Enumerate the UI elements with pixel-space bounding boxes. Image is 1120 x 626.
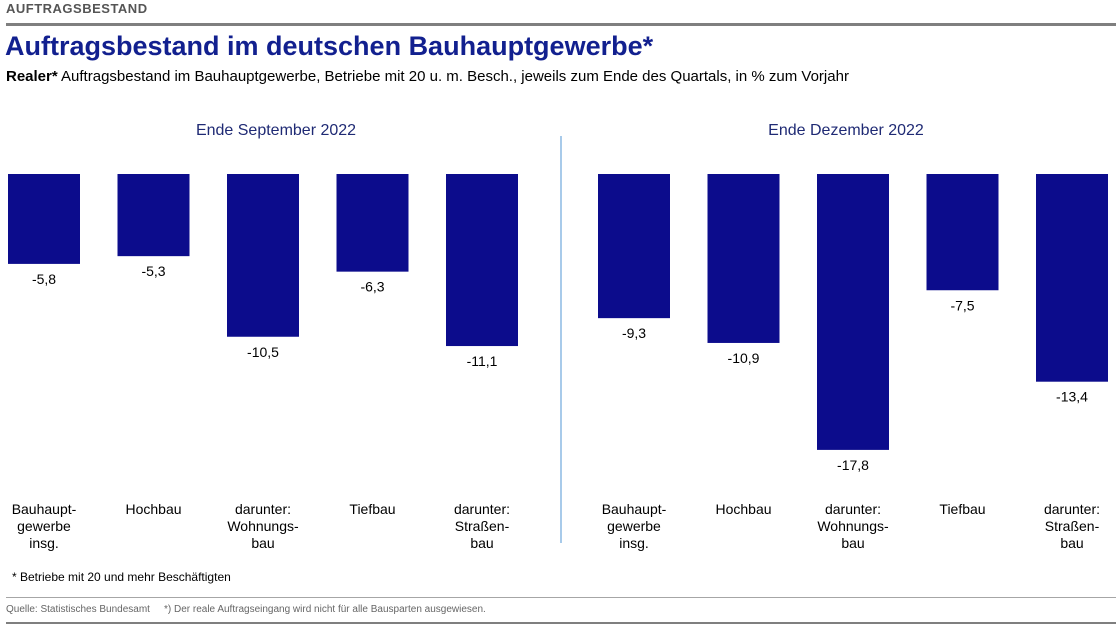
bar xyxy=(227,174,299,337)
data-label: -10,5 xyxy=(247,344,279,360)
bar xyxy=(817,174,889,450)
data-label: -6,3 xyxy=(360,279,384,295)
data-label: -5,8 xyxy=(32,271,56,287)
data-label: -17,8 xyxy=(837,457,869,473)
source-line: Quelle: Statistisches Bundesamt *) Der re… xyxy=(6,604,500,615)
data-label: -7,5 xyxy=(950,297,974,313)
category-label: darunter: Wohnungs-bau xyxy=(227,501,299,551)
panel-title-december: Ende Dezember 2022 xyxy=(768,122,924,139)
footnote: * Betriebe mit 20 und mehr Beschäftigten xyxy=(12,570,231,584)
subtitle-text: Auftragsbestand im Bauhauptgewerbe, Betr… xyxy=(57,68,849,85)
top-rule xyxy=(6,23,1116,26)
bar xyxy=(1036,174,1108,382)
data-label: -5,3 xyxy=(141,263,165,279)
bar xyxy=(598,174,670,319)
bar xyxy=(707,174,780,343)
source-note: *) Der reale Auftragseingang wird nicht … xyxy=(163,604,486,615)
data-label: -9,3 xyxy=(622,325,646,341)
category-label: Tiefbau xyxy=(939,501,985,517)
bottom-rule xyxy=(6,597,1116,598)
data-label: -10,9 xyxy=(728,350,760,366)
subtitle-bold: Realer* xyxy=(6,68,58,85)
bottom-rule-2 xyxy=(6,622,1116,624)
chart-title: Auftragsbestand im deutschen Bauhauptgew… xyxy=(5,31,654,61)
panel-title-september: Ende September 2022 xyxy=(195,122,357,139)
section-label: AUFTRAGSBESTAND xyxy=(6,1,148,16)
bar xyxy=(446,174,518,347)
data-label: -11,1 xyxy=(467,353,498,369)
chart-subtitle: Realer* Auftragsbestand im Bauhauptgewer… xyxy=(6,68,849,85)
source-text: Quelle: Statistisches Bundesamt xyxy=(6,604,150,615)
data-label: -13,4 xyxy=(1056,389,1088,405)
bar xyxy=(8,174,80,264)
category-label: Hochbau xyxy=(715,501,771,517)
category-label: darunter: Wohnungs-bau xyxy=(817,501,889,551)
category-label: Bauhaupt-gewerbe insg. xyxy=(602,501,667,551)
category-label: darunter: Straßen-bau xyxy=(454,501,510,551)
category-label: Hochbau xyxy=(125,501,181,517)
category-label: darunter: Straßen-bau xyxy=(1044,501,1100,551)
category-label: Bauhaupt-gewerbe insg. xyxy=(12,501,77,551)
bar xyxy=(117,174,190,257)
bar xyxy=(336,174,409,272)
category-label: Tiefbau xyxy=(349,501,395,517)
bar xyxy=(926,174,999,291)
